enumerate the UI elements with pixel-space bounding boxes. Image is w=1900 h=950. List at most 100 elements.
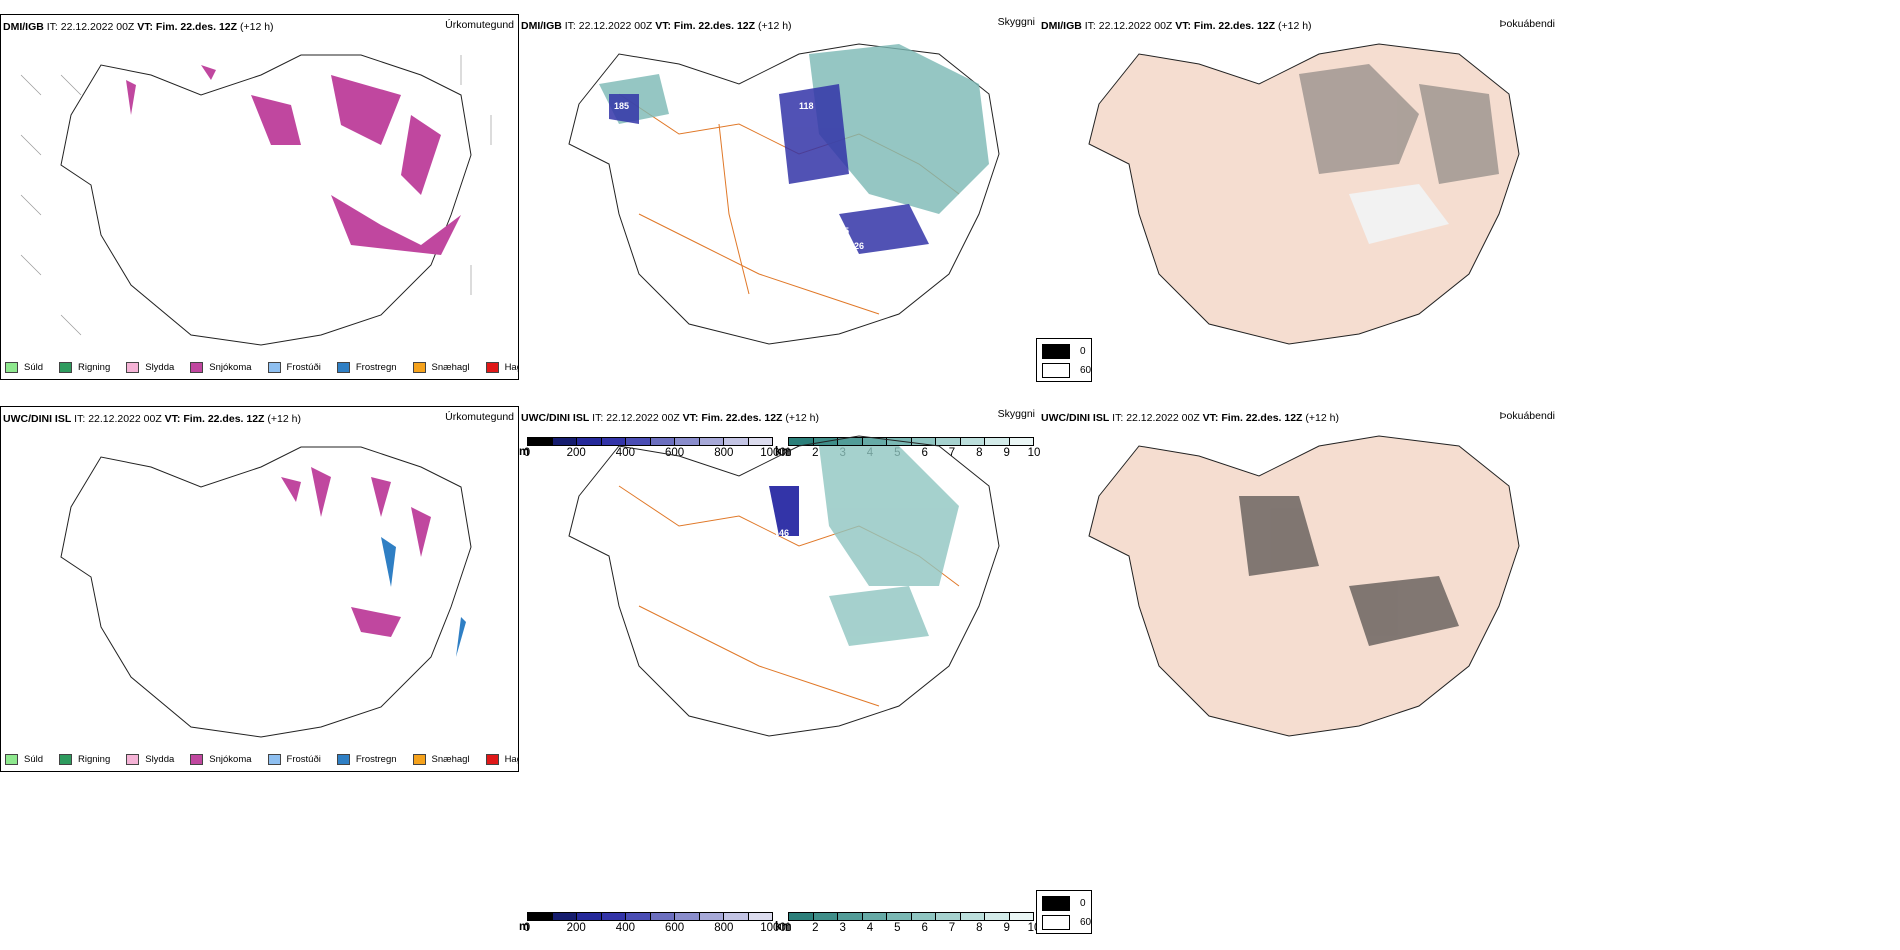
scale-tick: 800 xyxy=(714,922,734,934)
scale-swatch xyxy=(1009,913,1033,920)
precip-panel-row1: DMI/IGB IT: 22.12.2022 00Z VT: Fim. 22.d… xyxy=(0,14,519,380)
glacier-area xyxy=(1349,184,1449,244)
scale-swatch xyxy=(838,913,863,920)
panel-title-fog: Þokuábendi xyxy=(1499,18,1555,30)
snow-patches xyxy=(126,65,461,255)
fog-panel-row2: UWC/DINI ISL IT: 22.12.2022 00Z VT: Fim.… xyxy=(1039,406,1559,772)
fog-map-row1 xyxy=(1088,43,1520,345)
legend-item-snjokoma: Snjókoma xyxy=(190,362,252,373)
scale-swatch xyxy=(911,438,936,445)
scale-swatch xyxy=(887,913,912,920)
header-row2-cloud: UWC/DINI ISL IT: 22.12.2022 00Z VT: Fim.… xyxy=(521,412,819,424)
scale-tick: 200 xyxy=(566,922,586,934)
scale-swatch xyxy=(626,913,651,920)
scale-tick: 10 xyxy=(1027,447,1041,459)
scale-swatch xyxy=(601,438,626,445)
scale-swatch xyxy=(699,913,724,920)
wind-barbs xyxy=(20,55,492,336)
scale-tick: 0 xyxy=(523,922,531,934)
scale-swatch xyxy=(724,913,749,920)
visibility-scale-row2: 1 2 3 4 5 6 7 8 9 10 xyxy=(784,912,1040,936)
precip-legend-row1: Súld Rigning Slydda Snjókoma Frostúði Fr… xyxy=(5,362,518,373)
valid-time: VT: Fim. 22.des. 12Z xyxy=(137,21,238,33)
scale-swatch xyxy=(789,438,814,445)
scale-tick: 400 xyxy=(615,447,635,459)
fog-map-row2 xyxy=(1088,435,1520,737)
legend-item-frostregn: Frostregn xyxy=(336,362,397,373)
header-row2-fog: UWC/DINI ISL IT: 22.12.2022 00Z VT: Fim.… xyxy=(1041,412,1339,424)
issue-time: 22.12.2022 00Z xyxy=(60,21,135,33)
scale-swatch xyxy=(675,438,700,445)
scale-swatch xyxy=(748,438,772,445)
scale-tick: 6 xyxy=(921,922,928,934)
iceland-outline xyxy=(60,54,472,346)
scale-tick: 8 xyxy=(976,447,983,459)
panel-title-precip: Úrkomutegund xyxy=(445,19,514,31)
scale-tick: 400 xyxy=(615,922,635,934)
scale-swatch xyxy=(960,438,985,445)
scale-swatch xyxy=(699,438,724,445)
scale-swatch xyxy=(862,438,887,445)
scale-swatch xyxy=(985,438,1010,445)
legend-item-rigning: Rigning xyxy=(59,362,110,373)
fog-shading xyxy=(1299,64,1499,184)
scale-swatch xyxy=(601,913,626,920)
scale-tick: 3 xyxy=(839,922,846,934)
scale-tick: 2 xyxy=(812,922,819,934)
cloud-label: 118 xyxy=(799,101,814,111)
scale-tick: 1 xyxy=(784,447,792,459)
scale-swatch xyxy=(936,438,961,445)
header-row2-precip: UWC/DINI ISL IT: 22.12.2022 00Z VT: Fim.… xyxy=(3,413,301,425)
scale-swatch xyxy=(985,913,1010,920)
scale-tick: 9 xyxy=(1003,447,1010,459)
scale-swatch xyxy=(813,913,838,920)
scale-swatch xyxy=(577,438,602,445)
scale-swatch xyxy=(1009,438,1033,445)
scale-tick: 6 xyxy=(921,447,928,459)
scale-swatch xyxy=(626,438,651,445)
scale-swatch xyxy=(552,438,577,445)
scale-tick: 200 xyxy=(566,447,586,459)
scale-swatch xyxy=(528,438,553,445)
precip-map-row1 xyxy=(20,54,492,346)
scale-swatch xyxy=(862,913,887,920)
header-row1-cloud: DMI/IGB IT: 22.12.2022 00Z VT: Fim. 22.d… xyxy=(521,20,792,32)
model-name: DMI/IGB xyxy=(3,21,44,33)
legend-item-snaehagl: Snæhagl xyxy=(412,362,470,373)
legend-item-haglel: Haglél xyxy=(485,362,518,373)
fog-legend-row1: 0 60 xyxy=(1036,338,1092,382)
issue-label: IT: xyxy=(46,21,58,33)
svg-text:146: 146 xyxy=(774,528,789,538)
cloud-label: 205 xyxy=(834,226,849,236)
scale-tick: 600 xyxy=(665,922,685,934)
visibility-unit: km xyxy=(775,446,792,458)
scale-tick: 1000 xyxy=(760,922,786,934)
cloud-base-unit: m xyxy=(519,446,530,458)
fog-panel-row1: DMI/IGB IT: 22.12.2022 00Z VT: Fim. 22.d… xyxy=(1039,14,1559,380)
cloud-label: 185 xyxy=(614,101,629,111)
scale-tick: 7 xyxy=(948,922,956,934)
scale-swatch xyxy=(838,438,863,445)
panel-title-cloud: Skyggni xyxy=(997,16,1035,28)
scale-tick: 800 xyxy=(714,447,734,459)
scale-swatch xyxy=(650,913,675,920)
scale-swatch xyxy=(748,913,772,920)
precip-legend-row2: Súld Rigning Slydda Snjókoma Frostúði Fr… xyxy=(5,754,518,765)
svg-text:227: 227 xyxy=(814,613,829,623)
scale-swatch xyxy=(552,913,577,920)
cloud-panel-row2: 227 146 UWC/DINI ISL IT: 22.12.2022 00Z … xyxy=(519,406,1039,772)
cloud-panel-row1: 205 326 185 118 DMI/IGB IT: 22.12.2022 0… xyxy=(519,14,1039,380)
scale-swatch xyxy=(789,913,814,920)
scale-tick: 1 xyxy=(784,922,792,934)
legend-item-slydda: Slydda xyxy=(126,362,174,373)
legend-item-sudl: Súld xyxy=(5,362,43,373)
scale-swatch xyxy=(960,913,985,920)
scale-tick: 4 xyxy=(866,922,874,934)
header-row1-fog: DMI/IGB IT: 22.12.2022 00Z VT: Fim. 22.d… xyxy=(1041,20,1312,32)
scale-swatch xyxy=(528,913,553,920)
precip-panel-row2: UWC/DINI ISL IT: 22.12.2022 00Z VT: Fim.… xyxy=(0,406,519,772)
lead-time: (+12 h) xyxy=(239,21,274,33)
fog-legend-row2: 0 60 xyxy=(1036,890,1092,934)
precip-map-row2 xyxy=(60,446,472,738)
scale-tick: 5 xyxy=(894,922,901,934)
